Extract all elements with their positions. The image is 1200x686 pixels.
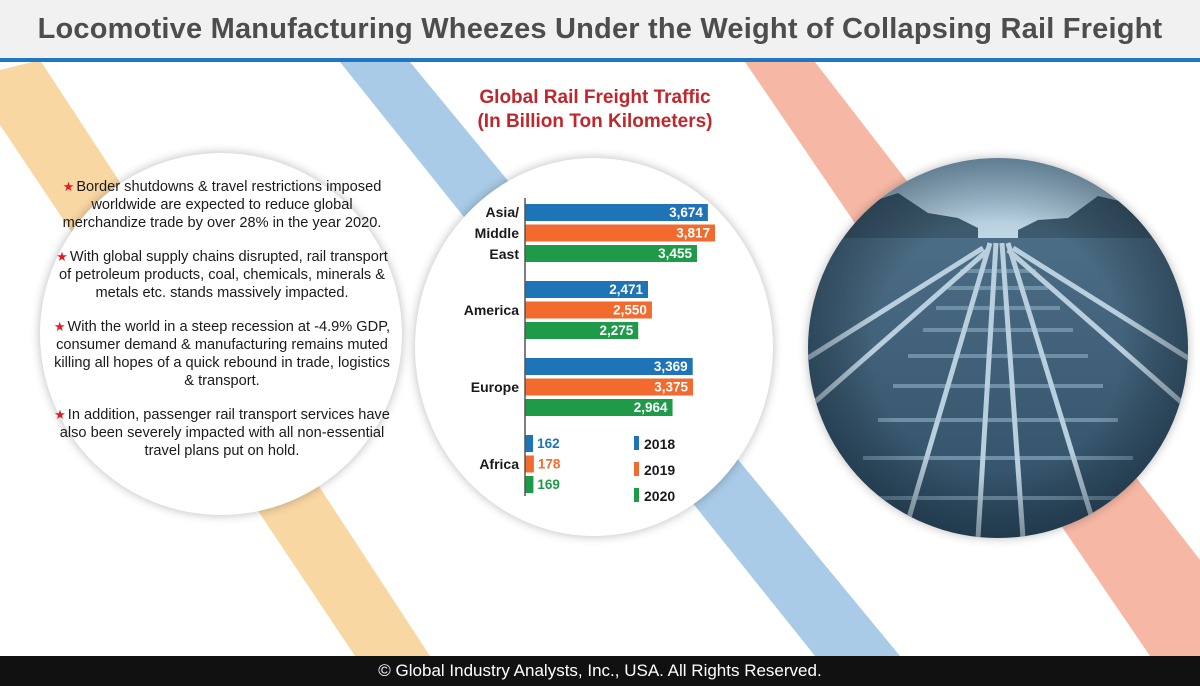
bullet-text: In addition, passenger rail transport se…	[59, 407, 390, 459]
railway-tracks-photo	[808, 158, 1188, 538]
star-icon: ★	[53, 319, 66, 334]
bullet-text: Border shutdowns & travel restrictions i…	[62, 179, 382, 231]
data-label: 3,674	[669, 205, 703, 220]
copyright-text: © Global Industry Analysts, Inc., USA. A…	[378, 661, 822, 680]
data-label: 162	[537, 436, 560, 451]
bar-2019	[525, 378, 693, 396]
bar-2018	[525, 281, 648, 298]
footer-bar: © Global Industry Analysts, Inc., USA. A…	[0, 656, 1200, 686]
bullet-item: ★ In addition, passenger rail transport s…	[52, 406, 392, 460]
legend-label: 2019	[644, 462, 675, 478]
data-label: 3,369	[654, 359, 688, 374]
category-label: Europe	[471, 379, 519, 395]
star-icon: ★	[54, 407, 66, 422]
bullet-text: With global supply chains disrupted, rai…	[58, 249, 388, 301]
category-label: America	[464, 302, 519, 318]
legend-swatch	[634, 436, 639, 450]
star-icon: ★	[56, 249, 68, 264]
bar-2020	[525, 476, 534, 493]
category-label: Asia/	[486, 204, 520, 220]
star-icon: ★	[62, 179, 75, 194]
bar-2019	[525, 224, 715, 242]
bar-2019	[525, 455, 534, 473]
bar-2020	[525, 245, 697, 262]
photo-circle	[808, 158, 1188, 538]
text-circle	[40, 153, 402, 515]
legend-label: 2020	[644, 488, 675, 504]
bar-chart: 3,674 3,817 3,455 Asia/Middle East 2,471 2,550…	[464, 198, 715, 504]
legend-label: 2018	[644, 436, 675, 452]
data-label: 2,275	[599, 323, 633, 338]
bar-2019	[525, 301, 652, 319]
bar-2020	[525, 322, 639, 339]
bullet-list: ★ Border shutdowns & travel restrictions …	[52, 178, 392, 476]
legend-swatch	[634, 462, 639, 476]
page-title: Locomotive Manufacturing Wheezes Under t…	[37, 12, 1163, 45]
data-label: 2,550	[613, 303, 647, 318]
bullet-text: With the world in a steep recession at -…	[54, 319, 391, 389]
data-label: 3,817	[676, 226, 710, 241]
header-bar: Locomotive Manufacturing Wheezes Under t…	[0, 0, 1200, 62]
category-label: Africa	[479, 456, 519, 472]
legend-swatch	[634, 488, 639, 502]
bullet-item: ★ Border shutdowns & travel restrictions …	[52, 178, 392, 232]
chart-title: Global Rail Freight Traffic (In Billion …	[430, 86, 760, 134]
bullet-item: ★ With the world in a steep recession at …	[52, 318, 392, 390]
data-label: 2,964	[634, 400, 668, 415]
bar-2018	[525, 204, 708, 221]
bar-2018	[525, 358, 693, 375]
data-label: 3,455	[658, 246, 692, 261]
data-label: 3,375	[654, 380, 688, 395]
bullet-item: ★ With global supply chains disrupted, ra…	[52, 248, 392, 302]
data-label: 169	[537, 477, 560, 492]
chart-title-line-1: Global Rail Freight Traffic	[479, 87, 711, 108]
category-label: East	[489, 246, 519, 262]
category-label: Middle	[475, 225, 520, 241]
bar-2018	[525, 435, 534, 452]
data-label: 2,471	[609, 282, 643, 297]
bar-2020	[525, 399, 673, 416]
chart-title-line-2: (In Billion Ton Kilometers)	[477, 111, 713, 132]
data-label: 178	[538, 457, 561, 472]
